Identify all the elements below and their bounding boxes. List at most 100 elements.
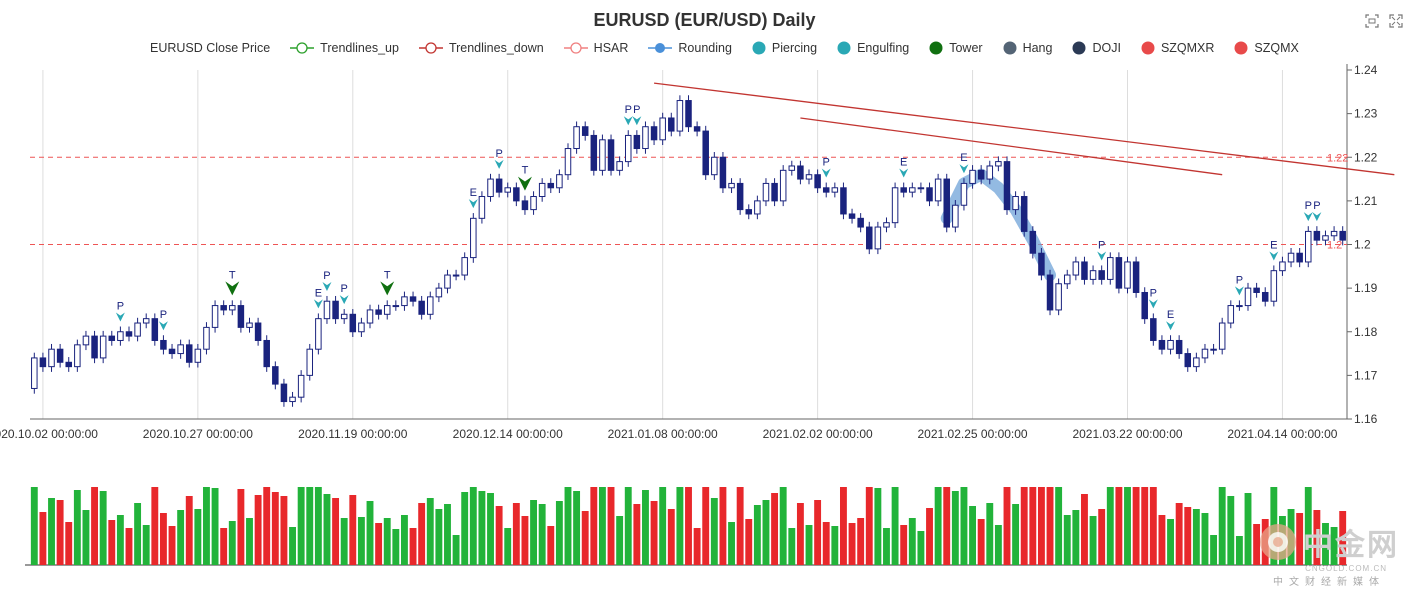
candle-body (1184, 353, 1192, 368)
volume-bar (297, 487, 305, 565)
pattern-marker-label: P (1098, 239, 1105, 251)
volume-bar (469, 487, 477, 565)
pattern-marker-arrow (1269, 251, 1279, 261)
volume-bar (650, 501, 658, 565)
volume-bar (573, 491, 581, 565)
pattern-marker-label: P (341, 283, 348, 295)
volume-bar (65, 522, 73, 565)
candle-body (650, 126, 658, 141)
legend-label: Tower (949, 41, 983, 55)
legend-label: SZQMX (1254, 41, 1299, 55)
legend-item[interactable]: DOJI (1066, 41, 1121, 55)
candle-body (874, 226, 882, 250)
legend-item[interactable]: EURUSD Close Price (150, 41, 270, 55)
volume-bar (203, 487, 210, 565)
legend-item[interactable]: Piercing (746, 41, 817, 55)
legend-item[interactable]: Trendlines_down (413, 41, 544, 55)
volume-bar (134, 503, 142, 565)
candle-body (427, 296, 434, 315)
candle-body (771, 182, 778, 202)
candle-body (685, 100, 692, 128)
volume-bar (306, 487, 314, 565)
candle-body (728, 182, 735, 189)
volume-bar (900, 525, 908, 565)
volume-bar (624, 487, 632, 565)
volume-bar (194, 509, 202, 565)
volume-bar (452, 535, 460, 565)
legend-item[interactable]: Tower (923, 41, 983, 55)
volume-bar (693, 528, 701, 565)
volume-bar (495, 506, 503, 565)
candle-body (1287, 252, 1295, 263)
candle-body (1158, 339, 1166, 350)
volume-bar (814, 500, 822, 565)
candle-body (668, 117, 675, 132)
pattern-marker-label: P (117, 301, 124, 313)
candle-body (168, 348, 176, 355)
candle-body (805, 174, 813, 180)
volume-bar (719, 487, 727, 565)
volume-bar (1046, 487, 1054, 565)
candle-body (909, 187, 916, 193)
volume-bar (375, 523, 383, 565)
candle-body (1339, 230, 1346, 241)
volume-bar (1253, 524, 1261, 565)
pattern-marker-label: T (384, 269, 391, 281)
candle-body (702, 130, 709, 176)
volume-bar (1029, 487, 1037, 565)
candle-body (99, 335, 107, 359)
volume-bar (1322, 523, 1329, 565)
legend-item[interactable]: SZQMX (1228, 41, 1299, 55)
pattern-marker-arrow (1312, 212, 1322, 222)
candle-body (711, 156, 718, 176)
legend-label: Trendlines_down (448, 41, 544, 55)
watermark-subtitle: 中文财经新媒体 (1273, 577, 1385, 588)
volume-bar (99, 491, 107, 565)
candle-body (1305, 230, 1312, 263)
brand-logo-icon (1260, 524, 1296, 560)
legend-item[interactable]: Engulfing (831, 41, 909, 55)
candle-body (788, 165, 796, 171)
candle-body (960, 182, 968, 206)
candle-body (1063, 274, 1071, 285)
volume-bar (1296, 513, 1304, 565)
candle-body (1218, 322, 1226, 350)
legend-label: Hang (1022, 41, 1053, 55)
volume-bar (960, 487, 968, 565)
legend-item[interactable]: HSAR (558, 41, 628, 55)
legend-item[interactable]: Hang (997, 41, 1053, 55)
volume-bar (779, 487, 787, 565)
volume-bar (796, 503, 804, 565)
candle-body (358, 322, 365, 333)
y-tick-label: 1.21 (1354, 194, 1378, 208)
candle-body (39, 357, 47, 368)
volume-bar (1192, 509, 1200, 565)
candle-body (883, 222, 890, 228)
restore-icon[interactable] (1365, 14, 1379, 28)
x-tick-label: 2021.03.22 00:00:00 (1072, 427, 1182, 441)
legend-item[interactable]: SZQMXR (1135, 41, 1214, 55)
volume-bar (745, 519, 753, 565)
candle-body (332, 300, 339, 320)
volume-bar (82, 510, 90, 565)
volume-bar (168, 526, 176, 565)
volume-bar (39, 512, 47, 565)
volume-bar (788, 528, 796, 565)
legend-item[interactable]: Rounding (642, 41, 732, 55)
volume-bar (908, 518, 916, 565)
pattern-marker-arrow (623, 116, 633, 126)
candle-body (1020, 196, 1028, 232)
candle-body (1253, 287, 1260, 293)
candle-body (840, 187, 847, 215)
volume-bar (177, 510, 185, 565)
fullscreen-icon[interactable] (1389, 14, 1403, 28)
legend-item[interactable]: Trendlines_up (284, 41, 399, 55)
volume-bar (1072, 510, 1080, 565)
candle-body (659, 117, 666, 141)
candle-body (779, 169, 787, 202)
legend-symbol-icon (1234, 41, 1248, 55)
candle-body (530, 196, 537, 211)
candle-body (607, 139, 615, 171)
pattern-marker-arrow (1097, 251, 1107, 261)
candle-body (547, 182, 555, 189)
